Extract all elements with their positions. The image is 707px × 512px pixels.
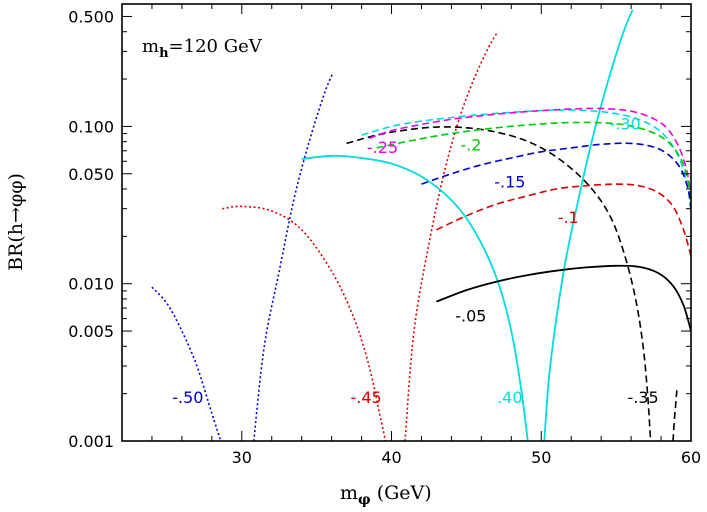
series-line-4-0: [361, 109, 691, 214]
y-tick-label: 0.010: [68, 275, 114, 294]
series-line-3-1: [672, 390, 678, 441]
y-tick-label: 0.001: [68, 432, 114, 451]
y-axis-label: BR(h→φφ): [5, 173, 27, 271]
mass-annotation-rest: =120 GeV: [169, 36, 263, 57]
curve-label: -.50: [172, 388, 203, 407]
series-line-6-0: [376, 121, 691, 209]
x-axis-label-unit: (GeV): [377, 482, 432, 504]
curve-label: -.45: [350, 388, 381, 407]
curve-label: -.25: [367, 138, 398, 157]
curve-label: .40: [497, 388, 522, 407]
plot-frame: [121, 3, 692, 442]
y-tick-label: 0.005: [68, 322, 114, 341]
x-tick-label: 50: [531, 448, 551, 467]
curve-labels: -.50 -.45 .40 -.35 -.30 -.25 -.2 -.15 -.1 -.05: [172, 115, 658, 407]
curve-label: -.1: [558, 208, 579, 227]
series-line-5-0: [368, 107, 691, 203]
mass-annotation-main: m: [142, 36, 159, 57]
x-tick-label: 30: [232, 448, 252, 467]
curve-label: -.05: [455, 306, 486, 325]
series-line-0-0: [151, 286, 222, 441]
x-tick-label: 60: [681, 448, 701, 467]
curve-label: -.2: [460, 135, 481, 154]
y-tick-label: 0.500: [68, 7, 114, 26]
mass-annotation: mh=120 GeV: [142, 36, 263, 61]
series-line-1-0: [222, 205, 387, 441]
mass-annotation-sub: h: [159, 46, 169, 61]
y-tick-label: 0.100: [68, 117, 114, 136]
curve-label: -.30: [610, 115, 641, 134]
series-line-1-1: [404, 31, 499, 441]
y-tick-label: 0.050: [68, 165, 114, 184]
series-line-2-0: [301, 154, 529, 441]
curve-label: -.35: [627, 388, 658, 407]
series-line-0-1: [253, 72, 334, 441]
series-line-9-0: [436, 264, 691, 332]
series-line-2-1: [543, 9, 634, 441]
series-line-3-0: [346, 126, 652, 441]
series-layer: [151, 9, 691, 441]
x-axis-label: mφ (GeV): [340, 482, 432, 508]
x-tick-label: 40: [381, 448, 401, 467]
curve-label: -.15: [494, 173, 525, 192]
ticks-layer: 30 40 50 60 0.001 0.005 0.010 0.050 0.100 0.500: [68, 4, 701, 467]
x-axis-label-main: m: [340, 482, 358, 504]
x-axis-label-sub: φ: [358, 492, 371, 508]
